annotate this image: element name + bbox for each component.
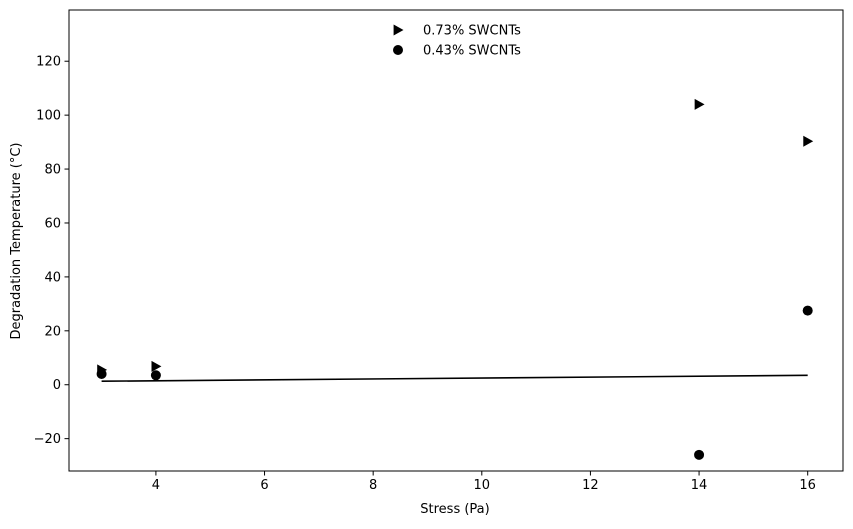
series-043-point-1 (150, 370, 161, 381)
x-tick-label: 14 (691, 478, 708, 493)
y-tick-label: 120 (36, 55, 61, 70)
x-tick-label: 10 (474, 478, 491, 493)
y-tick-label: 100 (36, 109, 61, 124)
axes-layer: 4 6 8 10 12 14 16 −20 0 20 40 60 80 100 120 (34, 9, 844, 493)
y-tick-label: 20 (44, 324, 61, 339)
series-043-point-3 (802, 305, 813, 316)
series-073-point-2 (694, 98, 705, 110)
plot-layer (96, 98, 814, 460)
x-tick-label: 16 (799, 478, 816, 493)
y-tick-label: 40 (44, 270, 61, 285)
x-tick-label: 12 (582, 478, 599, 493)
series-073-point-3 (803, 135, 814, 147)
legend-marker-1 (393, 45, 403, 55)
legend-label-1: 0.43% SWCNTs (423, 44, 521, 59)
y-tick-label: −20 (34, 432, 61, 447)
legend: 0.73% SWCNTs 0.43% SWCNTs (393, 24, 521, 59)
x-tick-label: 4 (152, 478, 160, 493)
y-axis-label: Degradation Temperature (°C) (9, 142, 24, 339)
legend-label-0: 0.73% SWCNTs (423, 24, 521, 39)
legend-marker-0 (393, 24, 404, 36)
x-axis-label: Stress (Pa) (420, 502, 489, 517)
series-043-point-0 (96, 368, 107, 379)
x-tick-label: 6 (260, 478, 268, 493)
y-tick-label: 0 (53, 378, 61, 393)
series-073-point-1 (151, 360, 162, 372)
series-043-point-2 (694, 449, 705, 460)
y-tick-label: 80 (44, 163, 61, 178)
plot-frame (68, 9, 844, 472)
x-tick-label: 8 (369, 478, 377, 493)
y-tick-label: 60 (44, 216, 61, 231)
trend-line-0 (101, 374, 808, 383)
